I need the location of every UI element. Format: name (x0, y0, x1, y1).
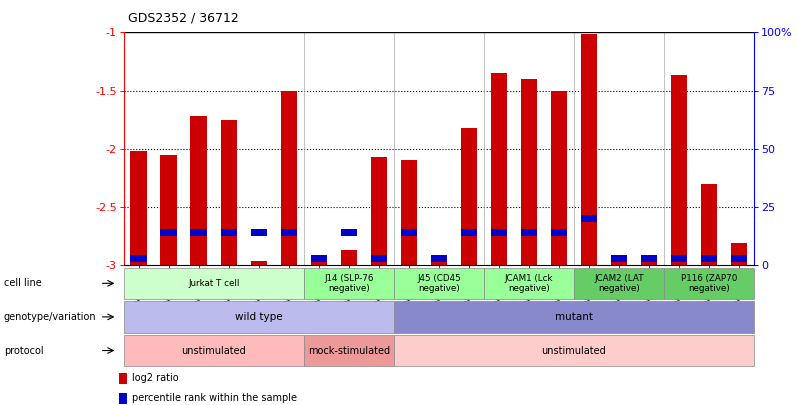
Bar (310, 258, 327, 265)
Text: GDS2352 / 36712: GDS2352 / 36712 (128, 11, 239, 24)
Text: J14 (SLP-76
negative): J14 (SLP-76 negative) (324, 274, 373, 293)
Text: unstimulated: unstimulated (542, 345, 606, 356)
Text: JCAM1 (Lck
negative): JCAM1 (Lck negative) (504, 274, 553, 293)
Text: J45 (CD45
negative): J45 (CD45 negative) (417, 274, 460, 293)
Bar (251, 261, 267, 265)
Bar (460, 229, 477, 236)
Bar (671, 255, 687, 262)
Bar (310, 255, 327, 262)
Bar (671, 75, 687, 265)
Bar (610, 260, 627, 265)
Bar (394, 268, 484, 299)
Text: Jurkat T cell: Jurkat T cell (188, 279, 239, 288)
Bar (160, 155, 177, 265)
Bar (130, 255, 147, 262)
Bar (191, 229, 207, 236)
Text: log2 ratio: log2 ratio (132, 373, 179, 383)
Bar (581, 215, 597, 222)
Bar (521, 229, 537, 236)
Bar (551, 229, 567, 236)
Bar (124, 268, 304, 299)
Bar (281, 229, 297, 236)
Bar (664, 268, 754, 299)
Text: protocol: protocol (4, 345, 44, 356)
Bar (124, 335, 304, 366)
Bar (394, 301, 754, 333)
Bar (460, 128, 477, 265)
Text: mock-stimulated: mock-stimulated (308, 345, 390, 356)
Bar (610, 255, 627, 262)
Bar (641, 255, 658, 262)
Text: mutant: mutant (555, 312, 593, 322)
Bar (160, 229, 177, 236)
Text: JCAM2 (LAT
negative): JCAM2 (LAT negative) (595, 274, 644, 293)
Bar (370, 157, 387, 265)
Bar (370, 255, 387, 262)
Text: unstimulated: unstimulated (181, 345, 246, 356)
Bar (220, 229, 237, 236)
Text: genotype/variation: genotype/variation (4, 312, 97, 322)
Text: P116 (ZAP70
negative): P116 (ZAP70 negative) (681, 274, 737, 293)
Bar (431, 255, 447, 262)
Bar (304, 268, 394, 299)
Bar (191, 116, 207, 265)
Bar (581, 34, 597, 265)
Bar (119, 393, 128, 403)
Bar (251, 229, 267, 236)
Bar (484, 268, 574, 299)
Bar (491, 73, 508, 265)
Text: cell line: cell line (4, 278, 41, 288)
Bar (551, 91, 567, 265)
Bar (341, 250, 357, 265)
Bar (119, 373, 128, 384)
Bar (731, 255, 748, 262)
Bar (281, 91, 297, 265)
Bar (701, 184, 717, 265)
Text: percentile rank within the sample: percentile rank within the sample (132, 393, 298, 403)
Bar (431, 258, 447, 265)
Bar (401, 160, 417, 265)
Bar (401, 229, 417, 236)
Bar (574, 268, 664, 299)
Bar (304, 335, 394, 366)
Text: wild type: wild type (235, 312, 282, 322)
Bar (701, 255, 717, 262)
Bar (731, 243, 748, 265)
Bar (124, 301, 394, 333)
Bar (130, 151, 147, 265)
Bar (521, 79, 537, 265)
Bar (491, 229, 508, 236)
Bar (220, 120, 237, 265)
Bar (341, 229, 357, 236)
Bar (394, 335, 754, 366)
Bar (641, 260, 658, 265)
